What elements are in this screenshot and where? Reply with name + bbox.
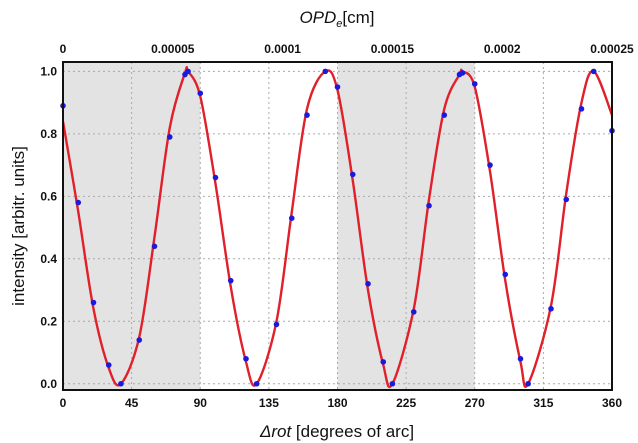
data-point (212, 174, 219, 181)
data-point (243, 355, 249, 362)
x-tick-label: 360 (602, 396, 622, 410)
data-point (590, 68, 597, 75)
data-point (197, 90, 204, 97)
data-points (60, 68, 615, 387)
data-point (334, 84, 341, 90)
y-tick-label: 0.8 (40, 127, 57, 141)
data-point (349, 171, 356, 178)
x-tick-label: 45 (125, 396, 139, 410)
shaded-band (337, 62, 475, 390)
x-tick-label: 270 (465, 396, 485, 410)
data-point (525, 380, 531, 387)
fit-line (61, 66, 614, 389)
data-point (75, 199, 82, 206)
data-point (151, 243, 158, 250)
top-axis-label-main: OPD (299, 8, 336, 27)
shaded-band (63, 62, 201, 390)
data-point (185, 68, 191, 75)
y-tick-labels: 0.0 0.2 0.4 0.6 0.8 1.0 (40, 64, 57, 390)
x-tick-label: 90 (194, 396, 208, 410)
data-point (578, 106, 585, 112)
data-point (166, 134, 173, 140)
data-point (517, 355, 524, 362)
data-point (304, 112, 310, 118)
data-point (548, 305, 554, 312)
top-tick-label: 0.00015 (371, 42, 415, 56)
data-point (389, 380, 396, 387)
y-tick-label: 0.0 (40, 377, 57, 391)
y-tick-label: 1.0 (40, 64, 57, 78)
data-point (426, 202, 432, 209)
shaded-bands (63, 62, 475, 390)
data-point (471, 81, 478, 87)
fit-curve (61, 66, 614, 389)
data-point (487, 162, 493, 168)
x-tick-labels: 0 45 90 135 180 225 270 315 360 (60, 396, 623, 410)
top-tick-label: 0.00025 (590, 42, 634, 56)
data-point (118, 380, 124, 387)
data-point (563, 196, 570, 203)
top-tick-label: 0 (60, 42, 67, 56)
data-point (90, 299, 97, 306)
x-axis-label: Δrot [degrees of arc] (259, 422, 414, 441)
top-tick-label: 0.0001 (264, 42, 301, 56)
data-point (253, 380, 260, 387)
plot-frame (62, 61, 613, 391)
data-point (322, 68, 329, 75)
data-point (136, 337, 143, 343)
data-point (365, 280, 371, 287)
data-point (288, 215, 295, 221)
top-tick-label: 0.0002 (484, 42, 521, 56)
top-tick-label: 0.00005 (151, 42, 195, 56)
data-point (410, 309, 417, 315)
grid-lines (63, 62, 612, 390)
data-point (273, 321, 280, 328)
x-tick-label: 315 (533, 396, 553, 410)
data-point (502, 271, 509, 278)
top-axis-label-unit: [cm] (342, 8, 374, 27)
data-point (441, 112, 448, 118)
x-tick-label: 225 (396, 396, 416, 410)
x-tick-label: 135 (259, 396, 279, 410)
data-point (105, 362, 112, 368)
top-axis-label: OPDe[cm] (299, 8, 374, 30)
top-tick-labels: 0 0.00005 0.0001 0.00015 0.0002 0.00025 (60, 42, 634, 56)
top-axis-label-sub: e (336, 18, 342, 30)
x-axis-label-rest: [degrees of arc] (291, 422, 414, 441)
y-tick-label: 0.6 (40, 189, 57, 203)
y-tick-label: 0.2 (40, 314, 57, 328)
data-point (380, 359, 387, 365)
x-tick-label: 0 (60, 396, 67, 410)
y-tick-label: 0.4 (40, 252, 57, 266)
x-tick-label: 180 (327, 396, 347, 410)
data-point (227, 277, 234, 284)
y-axis-label: intensity [arbitr. units] (9, 146, 28, 306)
x-axis-label-italic: Δrot (259, 422, 293, 441)
data-point (459, 70, 466, 76)
